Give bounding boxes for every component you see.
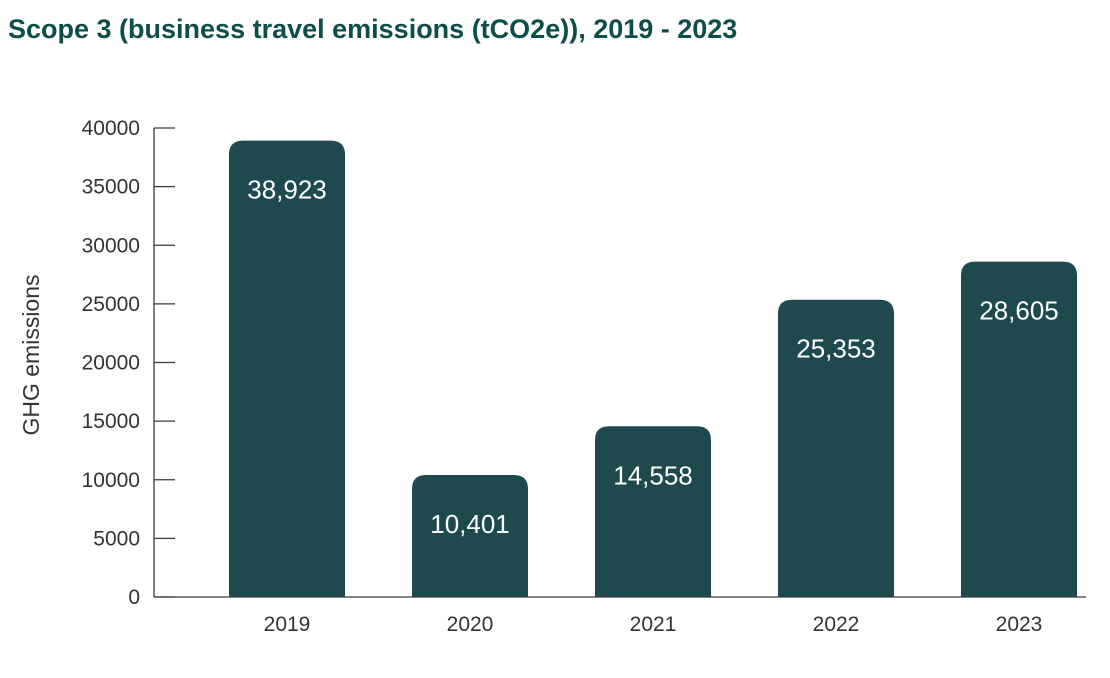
- bar-2019: [229, 140, 345, 598]
- bar-value-label: 28,605: [979, 296, 1059, 326]
- x-tick-label: 2019: [264, 613, 311, 636]
- x-tick-label: 2022: [813, 613, 860, 636]
- y-tick-label: 15000: [82, 410, 140, 433]
- bar-value-label: 25,353: [796, 334, 876, 364]
- y-tick-label: 0: [128, 586, 140, 609]
- bar-value-label: 38,923: [247, 175, 327, 205]
- x-tick-label: 2023: [996, 613, 1043, 636]
- y-tick-label: 40000: [82, 117, 140, 140]
- y-tick-label: 35000: [82, 176, 140, 199]
- bars-group: 38,923 10,401 14,558 25,353 28,605: [229, 140, 1077, 598]
- x-tick-label: 2021: [630, 613, 677, 636]
- y-tick-label: 10000: [82, 469, 140, 492]
- chart-title: Scope 3 (business travel emissions (tCO2…: [8, 14, 738, 44]
- x-tick-label: 2020: [447, 613, 494, 636]
- bar-2023: [961, 261, 1077, 597]
- bar-value-label: 14,558: [613, 460, 693, 490]
- x-axis-tick-labels: 2019 2020 2021 2022 2023: [264, 613, 1043, 636]
- bar-2020: [412, 475, 528, 597]
- y-axis-ticks: 0 5000 10000 15000 20000 25000 30000 35000 40000: [82, 117, 175, 609]
- bar-2021: [595, 426, 711, 597]
- y-tick-label: 25000: [82, 293, 140, 316]
- y-tick-label: 5000: [93, 527, 140, 550]
- bar-2022: [778, 299, 894, 597]
- y-tick-label: 20000: [82, 352, 140, 375]
- y-axis-label: GHG emissions: [18, 274, 44, 435]
- bar-value-label: 10,401: [430, 509, 510, 539]
- y-tick-label: 30000: [82, 234, 140, 257]
